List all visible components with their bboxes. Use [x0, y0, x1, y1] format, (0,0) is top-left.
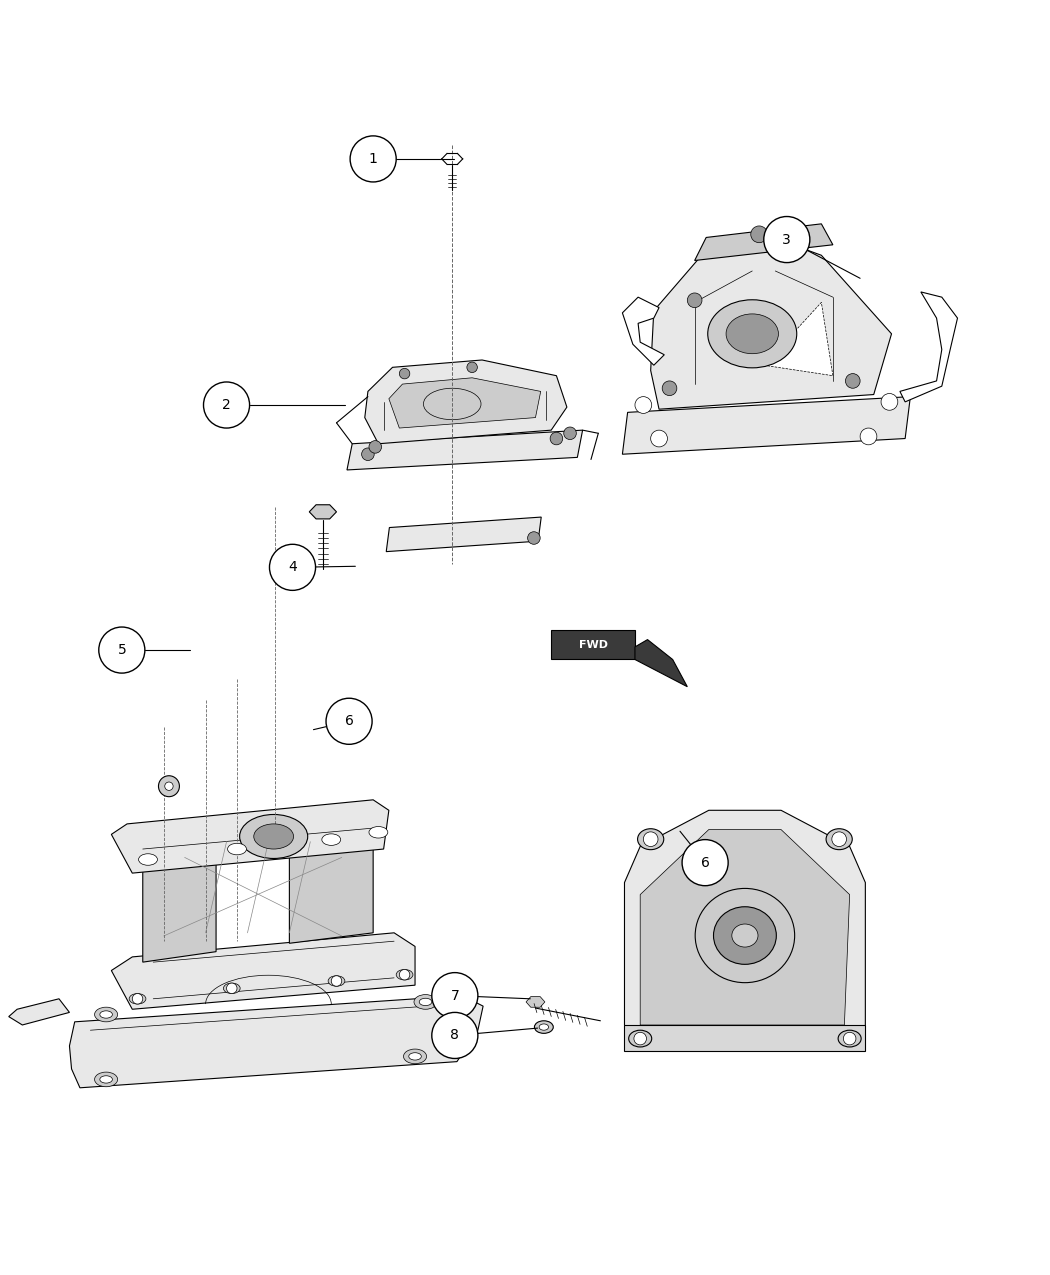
Polygon shape [346, 430, 583, 470]
Polygon shape [111, 799, 388, 873]
Circle shape [159, 775, 180, 797]
Polygon shape [364, 360, 567, 444]
Circle shape [270, 544, 316, 590]
Circle shape [634, 1033, 647, 1045]
Ellipse shape [539, 1024, 548, 1030]
Circle shape [350, 136, 396, 182]
Text: 5: 5 [118, 643, 126, 657]
Circle shape [688, 293, 702, 307]
Circle shape [564, 427, 576, 440]
Circle shape [843, 1033, 856, 1045]
Polygon shape [526, 997, 545, 1007]
Circle shape [860, 428, 877, 445]
Polygon shape [310, 505, 336, 519]
Ellipse shape [838, 1030, 861, 1047]
Circle shape [227, 983, 237, 993]
Circle shape [165, 782, 173, 790]
Ellipse shape [726, 314, 778, 353]
Text: 7: 7 [450, 988, 459, 1002]
Ellipse shape [708, 300, 797, 368]
Ellipse shape [408, 1053, 421, 1060]
Ellipse shape [414, 994, 437, 1010]
Circle shape [527, 532, 540, 544]
Polygon shape [763, 302, 833, 376]
Polygon shape [623, 297, 665, 365]
Text: 1: 1 [369, 152, 378, 166]
Circle shape [99, 627, 145, 673]
Circle shape [881, 394, 898, 411]
Polygon shape [8, 998, 69, 1025]
Circle shape [845, 374, 860, 389]
Circle shape [327, 699, 372, 745]
Polygon shape [900, 292, 958, 402]
Text: 3: 3 [782, 232, 792, 246]
Polygon shape [625, 1025, 865, 1051]
Circle shape [663, 381, 677, 395]
Circle shape [550, 432, 563, 445]
Ellipse shape [534, 1021, 553, 1033]
Circle shape [399, 368, 410, 379]
Circle shape [635, 397, 652, 413]
Text: 6: 6 [344, 714, 354, 728]
Circle shape [331, 975, 341, 987]
Ellipse shape [419, 998, 432, 1006]
FancyBboxPatch shape [551, 630, 635, 659]
Polygon shape [143, 857, 216, 963]
Text: 4: 4 [288, 560, 297, 574]
Polygon shape [111, 933, 415, 1010]
Circle shape [432, 1012, 478, 1058]
Circle shape [751, 226, 768, 242]
Text: FWD: FWD [579, 640, 608, 650]
Ellipse shape [94, 1072, 118, 1086]
Circle shape [399, 969, 410, 980]
Polygon shape [625, 811, 865, 1051]
Polygon shape [635, 640, 688, 687]
Circle shape [832, 831, 846, 847]
Ellipse shape [224, 983, 240, 993]
Ellipse shape [129, 993, 146, 1003]
Circle shape [432, 973, 478, 1019]
Polygon shape [290, 839, 373, 944]
Ellipse shape [732, 924, 758, 947]
Ellipse shape [369, 826, 387, 838]
Text: 2: 2 [223, 398, 231, 412]
Text: 8: 8 [450, 1029, 459, 1043]
Ellipse shape [322, 834, 340, 845]
Ellipse shape [695, 889, 795, 983]
Circle shape [467, 362, 478, 372]
Polygon shape [388, 377, 541, 428]
Ellipse shape [629, 1030, 652, 1047]
Ellipse shape [94, 1007, 118, 1021]
Ellipse shape [328, 975, 344, 987]
Circle shape [204, 382, 250, 428]
Polygon shape [623, 397, 910, 454]
Ellipse shape [228, 843, 247, 854]
Circle shape [651, 430, 668, 448]
Ellipse shape [254, 824, 294, 849]
Circle shape [369, 441, 381, 453]
Circle shape [361, 448, 374, 460]
Polygon shape [69, 996, 483, 1088]
Ellipse shape [637, 829, 664, 849]
Circle shape [132, 993, 143, 1003]
Polygon shape [695, 224, 833, 260]
Text: 6: 6 [700, 856, 710, 870]
Ellipse shape [826, 829, 853, 849]
Ellipse shape [100, 1076, 112, 1082]
Ellipse shape [403, 1049, 426, 1063]
Circle shape [644, 831, 658, 847]
Circle shape [763, 217, 810, 263]
Polygon shape [640, 830, 849, 1025]
Circle shape [682, 840, 728, 886]
Ellipse shape [239, 815, 308, 858]
Polygon shape [386, 518, 541, 552]
Ellipse shape [139, 854, 157, 866]
Ellipse shape [396, 969, 413, 980]
Polygon shape [651, 235, 891, 409]
Ellipse shape [100, 1011, 112, 1019]
Ellipse shape [714, 907, 776, 964]
Ellipse shape [423, 389, 481, 419]
